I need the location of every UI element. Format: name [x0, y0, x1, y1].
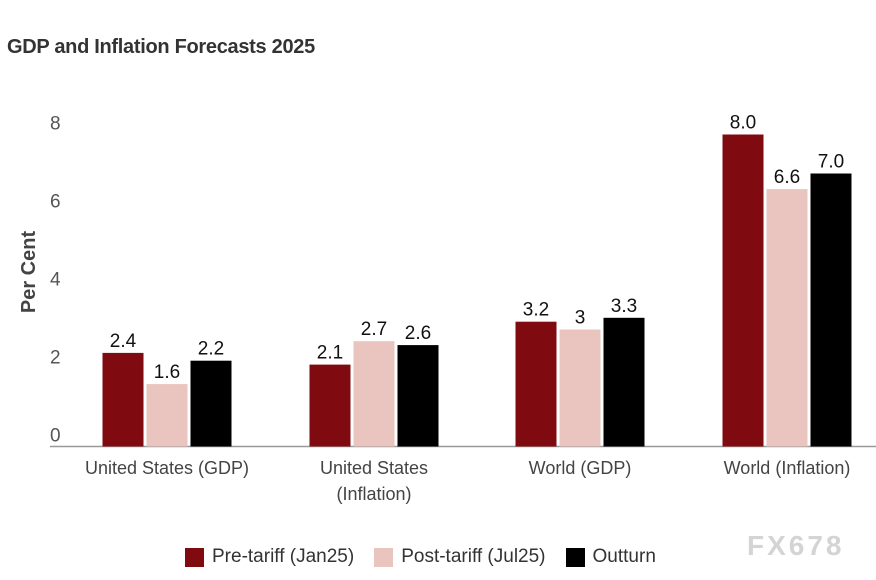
- data-label: 2.2: [198, 339, 224, 360]
- bar: [102, 352, 144, 447]
- legend-label: Pre-tariff (Jan25): [212, 546, 355, 567]
- data-label: 2.7: [361, 319, 387, 340]
- legend: Pre-tariff (Jan25) Post-tariff (Jul25) Out…: [185, 546, 656, 568]
- data-label: 1.6: [154, 362, 180, 383]
- legend-item: Pre-tariff (Jan25): [185, 546, 354, 568]
- y-tick-label: 0: [50, 426, 61, 447]
- data-label: 2.6: [405, 323, 431, 344]
- watermark-logo: FX678: [747, 530, 845, 561]
- legend-swatch: [185, 547, 204, 567]
- data-label: 7.0: [818, 152, 844, 173]
- y-tick-label: 6: [50, 192, 61, 213]
- x-tick-label: World (GDP): [529, 458, 632, 478]
- legend-item: Outturn: [565, 546, 656, 568]
- legend-item: Post-tariff (Jul25): [374, 546, 546, 568]
- bar: [766, 189, 808, 447]
- data-label: 3.3: [611, 296, 637, 317]
- x-tick-label: United States: [320, 458, 428, 478]
- bar: [515, 321, 557, 447]
- data-label: 3.2: [523, 300, 549, 321]
- y-tick-label: 2: [50, 348, 61, 369]
- bar: [722, 134, 764, 447]
- y-tick-label: 8: [50, 114, 61, 135]
- legend-label: Post-tariff (Jul25): [401, 546, 546, 567]
- data-label: 2.4: [110, 331, 137, 352]
- bar: [603, 317, 645, 447]
- data-label: 6.6: [774, 167, 800, 188]
- bar: [190, 360, 232, 447]
- legend-label: Outturn: [592, 546, 656, 567]
- bar: [559, 329, 601, 447]
- data-label: 3: [575, 308, 586, 329]
- bar: [397, 345, 439, 447]
- bar: [146, 384, 188, 447]
- legend-swatch: [565, 547, 585, 567]
- data-label: 8.0: [730, 113, 756, 134]
- chart-title: GDP and Inflation Forecasts 2025: [7, 36, 315, 58]
- x-tick-label: United States (GDP): [85, 458, 249, 478]
- bar: [309, 364, 351, 447]
- x-tick-label: World (Inflation): [724, 458, 851, 478]
- x-tick-label: (Inflation): [336, 484, 411, 504]
- bar: [353, 341, 395, 447]
- y-tick-label: 4: [50, 270, 61, 291]
- legend-swatch: [374, 547, 394, 567]
- bar: [810, 173, 852, 447]
- data-label: 2.1: [317, 343, 343, 364]
- y-axis-label: Per Cent: [18, 231, 40, 314]
